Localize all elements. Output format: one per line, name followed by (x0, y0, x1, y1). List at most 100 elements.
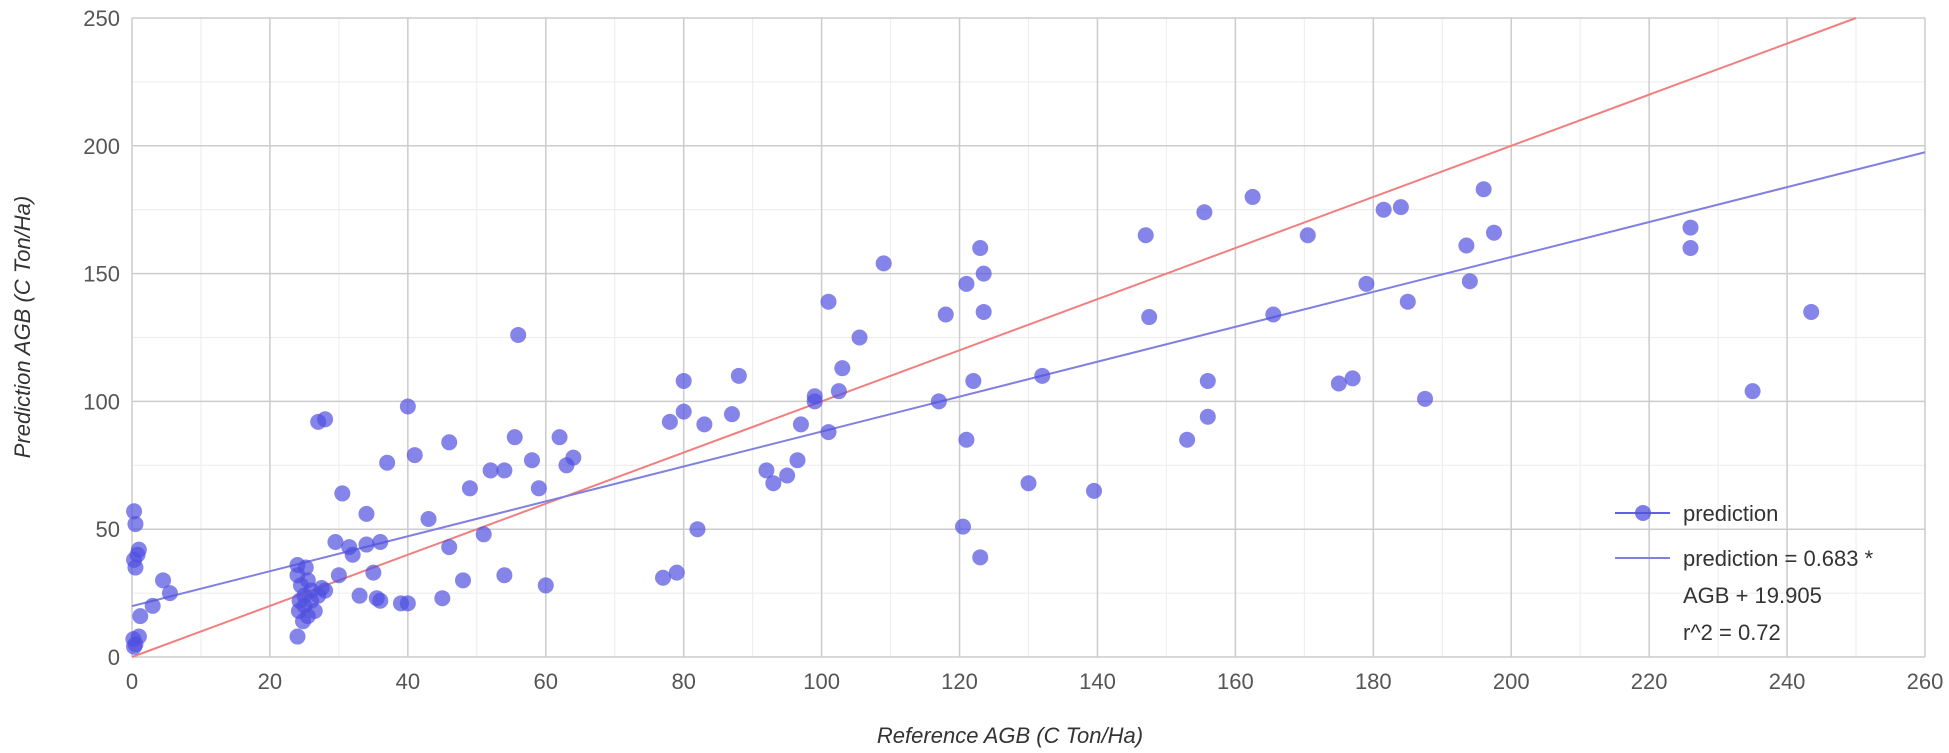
data-point (127, 559, 144, 576)
x-tick-label: 40 (396, 669, 420, 694)
data-point (334, 485, 351, 502)
y-tick-label: 0 (108, 645, 120, 670)
data-point (730, 367, 747, 384)
y-tick-label: 150 (83, 262, 120, 287)
data-point (461, 480, 478, 497)
data-point (975, 265, 992, 282)
data-point (834, 360, 851, 377)
y-tick-label: 200 (83, 134, 120, 159)
data-point (344, 546, 361, 563)
legend: prediction prediction = 0.683 * AGB + 19… (1615, 501, 1874, 645)
minor-gridlines (132, 18, 1925, 657)
data-point (1330, 375, 1347, 392)
data-point (126, 503, 143, 520)
data-point (655, 569, 672, 586)
trend-line (131, 151, 1926, 608)
legend-point-swatch (1635, 505, 1651, 521)
data-point (723, 406, 740, 423)
data-point (1199, 408, 1216, 425)
data-point (820, 293, 837, 310)
data-point (372, 592, 389, 609)
data-point (399, 398, 416, 415)
data-point (972, 240, 989, 257)
data-point (358, 505, 375, 522)
data-point (820, 424, 837, 441)
major-gridlines (131, 17, 1926, 658)
data-point (372, 533, 389, 550)
data-point (958, 275, 975, 292)
data-point (875, 255, 892, 272)
y-axis-title: Prediction AGB (C Ton/Ha) (10, 196, 35, 458)
data-point (1196, 204, 1213, 221)
data-point (132, 608, 149, 625)
y-tick-label: 50 (96, 517, 120, 542)
data-point (937, 306, 954, 323)
data-point (1137, 227, 1154, 244)
data-point (365, 564, 382, 581)
data-point (765, 475, 782, 492)
data-point (130, 541, 147, 558)
data-point (830, 383, 847, 400)
data-point (661, 413, 678, 430)
x-tick-label: 180 (1355, 669, 1392, 694)
data-point (965, 372, 982, 389)
data-point (1034, 367, 1051, 384)
data-point (1458, 237, 1475, 254)
data-point (441, 539, 458, 556)
data-point (1020, 475, 1037, 492)
y-axis-ticks: 0 50 100 150 200 250 (83, 6, 120, 670)
data-point (306, 602, 323, 619)
data-point (537, 577, 554, 594)
x-tick-label: 0 (126, 669, 138, 694)
data-point (295, 613, 312, 630)
data-point (455, 572, 472, 589)
data-point (565, 449, 582, 466)
data-point (972, 549, 989, 566)
data-point (930, 393, 947, 410)
x-tick-label: 120 (941, 669, 978, 694)
data-point (330, 567, 347, 584)
data-point (1475, 181, 1492, 198)
x-tick-label: 140 (1079, 669, 1116, 694)
data-point (1803, 303, 1820, 320)
legend-trend-label-line2: AGB + 19.905 (1683, 583, 1822, 608)
x-tick-label: 220 (1631, 669, 1668, 694)
data-point (1485, 224, 1502, 241)
x-axis-title: Reference AGB (C Ton/Ha) (877, 723, 1143, 748)
data-point (496, 462, 513, 479)
data-point (297, 559, 314, 576)
data-point (1344, 370, 1361, 387)
data-point (1265, 306, 1282, 323)
y-tick-label: 100 (83, 389, 120, 414)
data-point (399, 595, 416, 612)
data-point (351, 587, 368, 604)
data-point (675, 403, 692, 420)
data-point (126, 638, 143, 655)
data-point (161, 585, 178, 602)
data-point (1086, 482, 1103, 499)
data-point (475, 526, 492, 543)
x-tick-label: 200 (1493, 669, 1530, 694)
data-point (551, 429, 568, 446)
data-point (510, 326, 527, 343)
data-point (1358, 275, 1375, 292)
data-point (1399, 293, 1416, 310)
data-point (327, 533, 344, 550)
y-tick-label: 250 (83, 6, 120, 31)
data-point (155, 572, 172, 589)
data-point (506, 429, 523, 446)
x-tick-label: 160 (1217, 669, 1254, 694)
data-point (434, 590, 451, 607)
data-point (689, 521, 706, 538)
data-point (127, 516, 144, 533)
data-point (530, 480, 547, 497)
data-point (317, 582, 334, 599)
data-point (420, 510, 437, 527)
data-point (1179, 431, 1196, 448)
legend-point-label: prediction (1683, 501, 1778, 526)
data-point (1417, 390, 1434, 407)
data-point (1375, 201, 1392, 218)
data-point (441, 434, 458, 451)
data-point (144, 597, 161, 614)
